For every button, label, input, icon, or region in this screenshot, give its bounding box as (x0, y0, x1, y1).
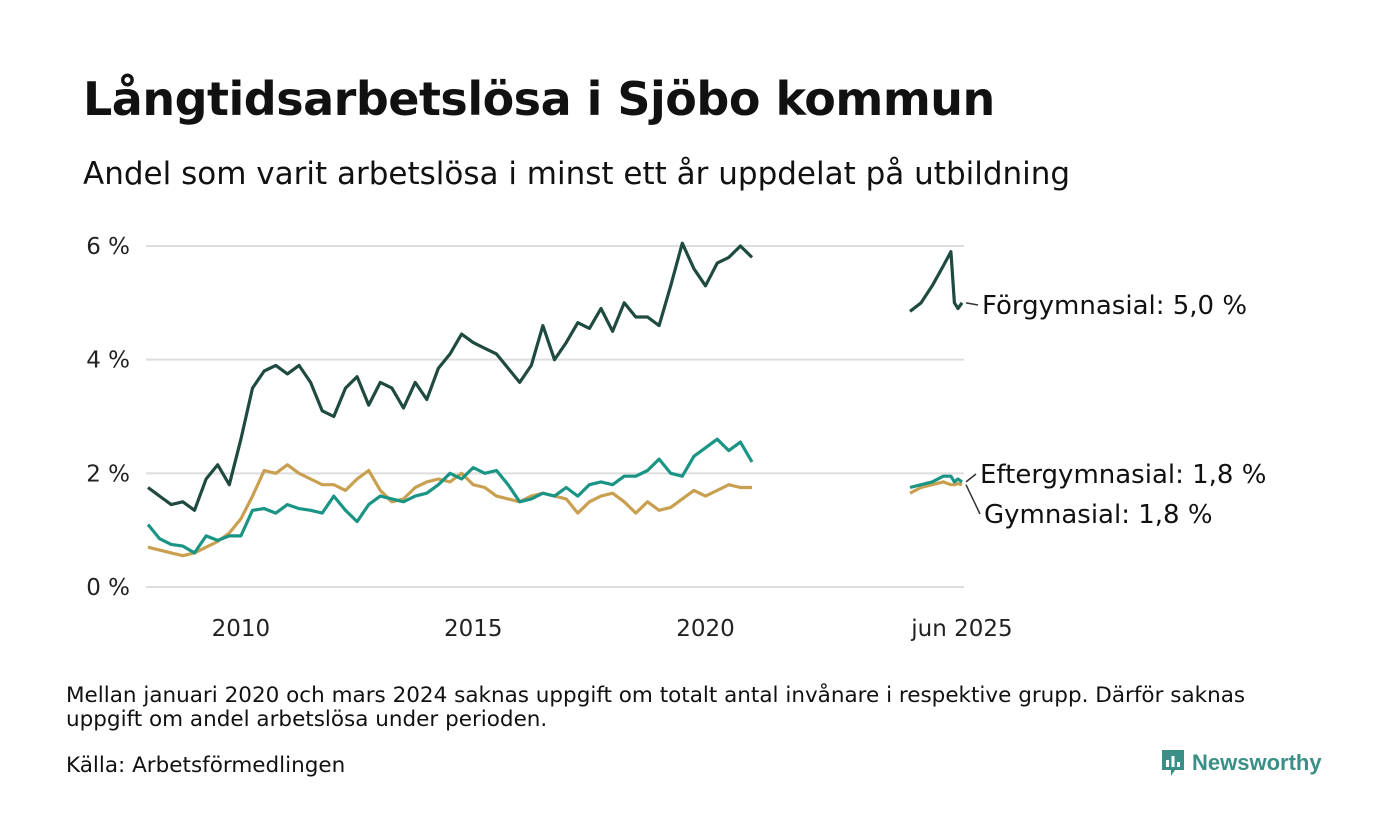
source-text: Källa: Arbetsförmedlingen (66, 753, 346, 778)
chart-subtitle: Andel som varit arbetslösa i minst ett å… (83, 156, 1071, 192)
series-end-labels: Förgymnasial: 5,0 % Eftergymnasial: 1,8 %… (965, 291, 1266, 530)
footnote: Mellan januari 2020 och mars 2024 saknas… (66, 683, 1246, 732)
series-end-label-förgymnasial: Förgymnasial: 5,0 % (982, 291, 1247, 321)
brand-name: Newsworthy (1192, 750, 1322, 775)
label-leader-line (965, 302, 979, 306)
newsworthy-icon (1162, 750, 1184, 776)
y-tick-label: 2 % (86, 461, 130, 487)
x-tick-label: jun 2025 (910, 616, 1012, 642)
x-axis-ticks: 2010 2015 2020 jun 2025 (212, 616, 1013, 642)
y-tick-label: 6 % (86, 234, 130, 260)
label-leader-line (965, 473, 977, 483)
series-line-gymnasial (909, 480, 963, 495)
series-line-förgymnasial (909, 250, 964, 313)
chart-title: Långtidsarbetslösa i Sjöbo kommun (83, 72, 995, 126)
series-line-gymnasial (147, 463, 752, 558)
x-tick-label: 2010 (212, 616, 271, 642)
y-tick-label: 0 % (86, 575, 130, 601)
grid-lines (146, 245, 964, 588)
label-leader-line (965, 484, 981, 515)
series-line-eftergymnasial (146, 437, 754, 555)
series-line-förgymnasial (147, 241, 754, 512)
series-end-label-gymnasial: Gymnasial: 1,8 % (984, 500, 1213, 530)
line-chart: 0 % 2 % 4 % 6 % 2010 2015 2020 jun 2025 Förgym… (86, 234, 1266, 642)
x-tick-label: 2015 (444, 616, 503, 642)
series-end-label-eftergymnasial: Eftergymnasial: 1,8 % (980, 460, 1266, 490)
series-line-eftergymnasial (909, 474, 963, 490)
x-tick-label: 2020 (676, 616, 735, 642)
brand-logo[interactable]: Newsworthy (1160, 748, 1322, 778)
y-tick-label: 4 % (86, 348, 130, 374)
y-axis-ticks: 0 % 2 % 4 % 6 % (86, 234, 130, 601)
series-lines (146, 241, 964, 558)
